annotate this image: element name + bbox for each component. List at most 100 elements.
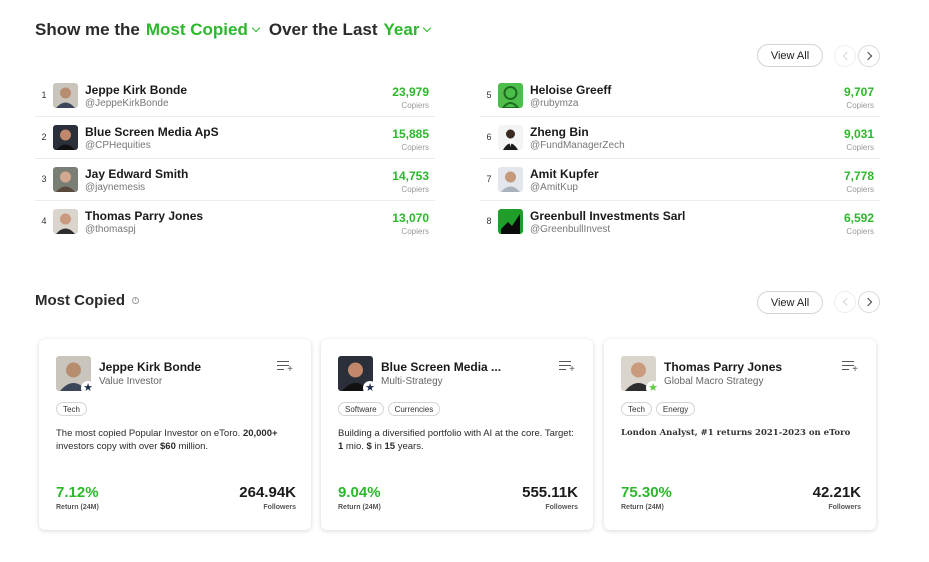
return-value: 7.12%: [56, 484, 99, 501]
rank-number: 1: [41, 90, 47, 100]
section-title: Most Copied: [35, 292, 125, 309]
copiers-count: 7,778: [843, 169, 874, 183]
copiers-count: 9,707: [843, 85, 874, 99]
header-prefix: Show me the: [35, 20, 140, 39]
avatar[interactable]: [53, 83, 78, 108]
copiers-count: 14,753: [392, 169, 429, 183]
list-item[interactable]: 4 Thomas Parry Jones @thomaspj 13,070 Co…: [35, 201, 435, 243]
investor-username: @thomaspj: [85, 224, 136, 235]
investor-card[interactable]: ★ Blue Screen Media ... Multi-Strategy +…: [321, 339, 593, 530]
add-to-list-icon[interactable]: +: [559, 361, 575, 375]
investor-strategy: Value Investor: [99, 376, 163, 387]
followers-count: 555.11K: [522, 484, 578, 501]
investor-card[interactable]: ★ Thomas Parry Jones Global Macro Strate…: [604, 339, 876, 530]
copiers-label: Copiers: [846, 185, 874, 194]
rank-number: 5: [486, 90, 492, 100]
followers-label: Followers: [263, 504, 296, 511]
list-item[interactable]: 7 Amit Kupfer @AmitKup 7,778 Copiers: [480, 159, 880, 201]
copiers-count: 23,979: [392, 85, 429, 99]
avatar[interactable]: [53, 167, 78, 192]
view-all-button[interactable]: View All: [757, 44, 823, 67]
avatar[interactable]: [498, 83, 523, 108]
copiers-label: Copiers: [846, 143, 874, 152]
investor-username: @JeppeKirkBonde: [85, 98, 169, 109]
avatar[interactable]: [498, 125, 523, 150]
avatar[interactable]: [498, 167, 523, 192]
star-badge-icon: ★: [81, 381, 95, 395]
tag[interactable]: Currencies: [387, 402, 441, 416]
avatar[interactable]: [53, 125, 78, 150]
list-item[interactable]: 5 Heloise Greeff @rubymza 9,707 Copiers: [480, 75, 880, 117]
period-dropdown[interactable]: Year: [383, 20, 420, 39]
copiers-count: 6,592: [843, 211, 874, 225]
chevron-right-icon: [863, 297, 873, 307]
rank-number: 4: [41, 216, 47, 226]
metric-dropdown[interactable]: Most Copied: [145, 20, 248, 39]
top-investors-list-left: 1 Jeppe Kirk Bonde @JeppeKirkBonde 23,97…: [35, 75, 435, 243]
filter-header: Show me the Most Copied Over the Last Ye…: [35, 18, 440, 42]
prev-page-button[interactable]: [834, 45, 856, 67]
return-value: 75.30%: [621, 484, 672, 501]
chevron-right-icon: [863, 51, 873, 61]
investor-username: @GreenbullInvest: [530, 224, 611, 235]
copiers-label: Copiers: [846, 227, 874, 236]
rank-number: 2: [41, 132, 47, 142]
list-item[interactable]: 8 Greenbull Investments Sarl @GreenbullI…: [480, 201, 880, 243]
list-item[interactable]: 3 Jay Edward Smith @jaynemesis 14,753 Co…: [35, 159, 435, 201]
investor-card[interactable]: ★ Jeppe Kirk Bonde Value Investor + Tech…: [39, 339, 311, 530]
view-all-button[interactable]: View All: [757, 291, 823, 314]
investor-username: @AmitKup: [530, 182, 578, 193]
avatar[interactable]: [56, 356, 91, 391]
return-label: Return (24M): [56, 504, 99, 511]
followers-count: 42.21K: [812, 484, 861, 501]
copiers-count: 9,031: [843, 127, 874, 141]
investor-name[interactable]: Zheng Bin: [530, 125, 589, 139]
add-to-list-icon[interactable]: +: [842, 361, 858, 375]
copiers-label: Copiers: [401, 101, 429, 110]
investor-name[interactable]: Amit Kupfer: [530, 167, 599, 181]
investor-name[interactable]: Jay Edward Smith: [85, 167, 189, 181]
investor-name[interactable]: Thomas Parry Jones: [664, 360, 783, 374]
copiers-count: 15,885: [392, 127, 429, 141]
investor-name[interactable]: Greenbull Investments Sarl: [530, 209, 686, 223]
add-to-list-icon[interactable]: +: [277, 361, 293, 375]
investor-username: @FundManagerZech: [530, 140, 625, 151]
rank-number: 8: [486, 216, 492, 226]
investor-name[interactable]: Heloise Greeff: [530, 83, 612, 97]
investor-username: @rubymza: [530, 98, 579, 109]
list-item[interactable]: 1 Jeppe Kirk Bonde @JeppeKirkBonde 23,97…: [35, 75, 435, 117]
chevron-left-icon: [842, 51, 852, 61]
return-label: Return (24M): [621, 504, 664, 511]
investor-name[interactable]: Blue Screen Media ...: [381, 360, 502, 374]
list-item[interactable]: 2 Blue Screen Media ApS @CPHequities 15,…: [35, 117, 435, 159]
followers-label: Followers: [828, 504, 861, 511]
next-page-button[interactable]: [858, 291, 880, 313]
next-page-button[interactable]: [858, 45, 880, 67]
investor-name[interactable]: Blue Screen Media ApS: [85, 125, 219, 139]
avatar[interactable]: [498, 209, 523, 234]
followers-count: 264.94K: [239, 484, 296, 501]
copiers-label: Copiers: [401, 227, 429, 236]
copiers-label: Copiers: [846, 101, 874, 110]
top-investors-list-right: 5 Heloise Greeff @rubymza 9,707 Copiers …: [480, 75, 880, 243]
investor-username: @CPHequities: [85, 140, 151, 151]
tag[interactable]: Tech: [56, 402, 87, 416]
tag[interactable]: Energy: [655, 402, 696, 416]
chevron-down-icon[interactable]: [423, 23, 432, 33]
prev-page-button[interactable]: [834, 291, 856, 313]
chevron-down-icon[interactable]: [251, 23, 261, 33]
investor-name[interactable]: Thomas Parry Jones: [85, 209, 204, 223]
tag[interactable]: Tech: [621, 402, 652, 416]
copiers-label: Copiers: [401, 143, 429, 152]
investor-description: The most copied Popular Investor on eTor…: [56, 428, 278, 452]
investor-strategy: Multi-Strategy: [381, 376, 443, 387]
header-middle: Over the Last: [268, 20, 378, 39]
tag[interactable]: Software: [338, 402, 384, 416]
info-icon[interactable]: i: [132, 297, 139, 304]
list-item[interactable]: 6 Zheng Bin @FundManagerZech 9,031 Copie…: [480, 117, 880, 159]
chevron-left-icon: [842, 297, 852, 307]
investor-name[interactable]: Jeppe Kirk Bonde: [99, 360, 202, 374]
investor-name[interactable]: Jeppe Kirk Bonde: [85, 83, 188, 97]
investor-strategy: Global Macro Strategy: [664, 376, 764, 387]
avatar[interactable]: [53, 209, 78, 234]
